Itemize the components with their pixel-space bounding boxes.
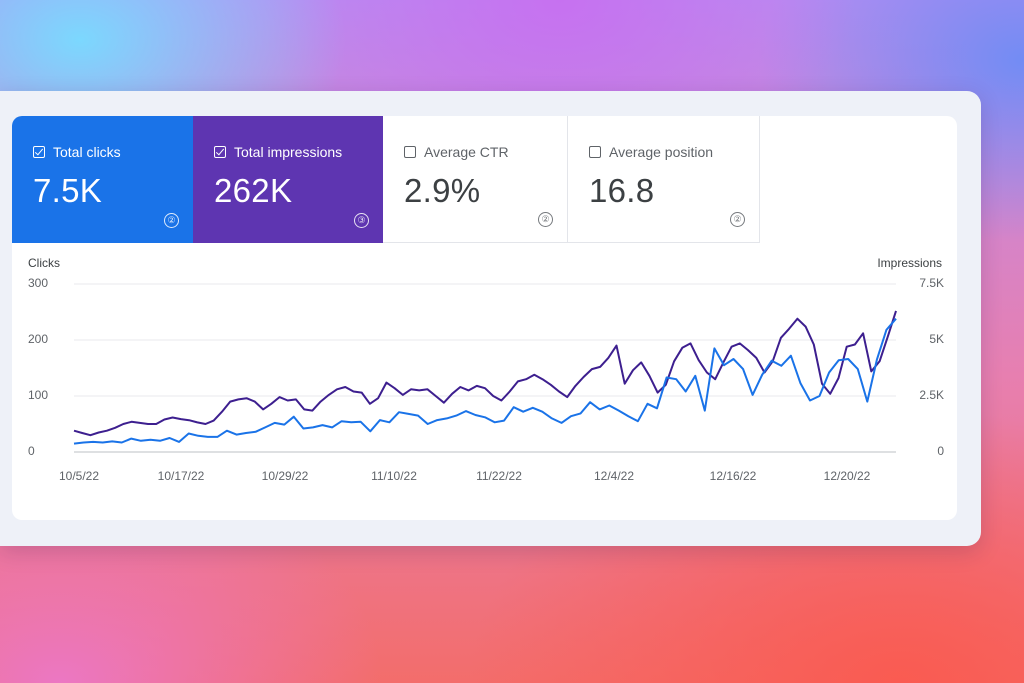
left-tick-label: 100 bbox=[28, 388, 49, 402]
x-tick-label: 12/16/22 bbox=[709, 469, 757, 483]
total-clicks-tile[interactable]: Total clicks 7.5K ② bbox=[12, 116, 193, 243]
checkbox-checked-icon[interactable] bbox=[33, 146, 45, 158]
performance-card: Total clicks 7.5K ② Total impressions 26… bbox=[12, 116, 957, 520]
checkbox-checked-icon[interactable] bbox=[214, 146, 226, 158]
right-axis-title: Impressions bbox=[877, 256, 942, 270]
help-icon[interactable]: ② bbox=[538, 212, 553, 227]
total-clicks-label: Total clicks bbox=[53, 144, 121, 160]
chart-plot-area bbox=[73, 283, 897, 453]
left-tick-label: 300 bbox=[28, 276, 49, 290]
average-position-tile[interactable]: Average position 16.8 ② bbox=[568, 116, 760, 243]
checkbox-unchecked-icon[interactable] bbox=[589, 146, 601, 158]
x-tick-label: 11/22/22 bbox=[476, 469, 522, 483]
average-ctr-header: Average CTR bbox=[404, 144, 567, 160]
help-icon[interactable]: ② bbox=[164, 213, 179, 228]
average-position-header: Average position bbox=[589, 144, 759, 160]
average-ctr-value: 2.9% bbox=[404, 172, 481, 209]
metric-tiles: Total clicks 7.5K ② Total impressions 26… bbox=[12, 116, 760, 243]
total-impressions-header: Total impressions bbox=[214, 144, 383, 160]
right-tick-label: 2.5K bbox=[919, 388, 944, 402]
impressions-series-line[interactable] bbox=[73, 310, 897, 437]
average-ctr-label: Average CTR bbox=[424, 144, 509, 160]
x-tick-label: 12/4/22 bbox=[593, 469, 635, 483]
right-tick-label: 7.5K bbox=[919, 276, 944, 290]
x-tick-label: 11/10/22 bbox=[371, 469, 417, 483]
performance-panel: Total clicks 7.5K ② Total impressions 26… bbox=[0, 91, 981, 546]
checkbox-unchecked-icon[interactable] bbox=[404, 146, 416, 158]
left-tick-label: 0 bbox=[28, 444, 35, 458]
x-tick-label: 10/5/22 bbox=[58, 469, 100, 483]
total-clicks-header: Total clicks bbox=[33, 144, 193, 160]
right-tick-label: 5K bbox=[929, 332, 944, 346]
total-impressions-label: Total impressions bbox=[234, 144, 343, 160]
help-icon[interactable]: ② bbox=[730, 212, 745, 227]
total-clicks-value: 7.5K bbox=[33, 172, 103, 209]
average-ctr-tile[interactable]: Average CTR 2.9% ② bbox=[383, 116, 568, 243]
left-axis-title: Clicks bbox=[28, 256, 60, 270]
x-tick-label: 10/17/22 bbox=[157, 469, 205, 483]
average-position-label: Average position bbox=[609, 144, 714, 160]
left-tick-label: 200 bbox=[28, 332, 49, 346]
x-tick-label: 12/20/22 bbox=[823, 469, 871, 483]
right-tick-label: 0 bbox=[937, 444, 944, 458]
clicks-series-line[interactable] bbox=[73, 318, 897, 445]
x-tick-label: 10/29/22 bbox=[261, 469, 309, 483]
total-impressions-tile[interactable]: Total impressions 262K ③ bbox=[193, 116, 383, 243]
average-position-value: 16.8 bbox=[589, 172, 655, 209]
performance-chart: Clicks Impressions 300 200 100 0 7.5K 5K… bbox=[12, 243, 957, 520]
total-impressions-value: 262K bbox=[214, 172, 293, 209]
help-icon[interactable]: ③ bbox=[354, 213, 369, 228]
